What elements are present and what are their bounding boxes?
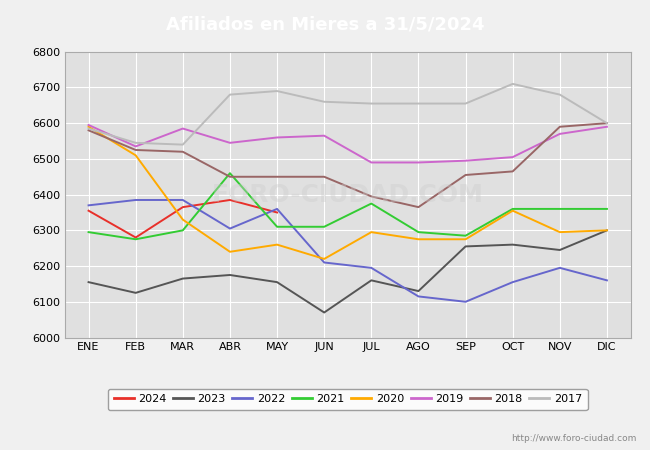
Text: FORO-CIUDAD.COM: FORO-CIUDAD.COM xyxy=(212,183,484,207)
Text: Afiliados en Mieres a 31/5/2024: Afiliados en Mieres a 31/5/2024 xyxy=(166,16,484,34)
Legend: 2024, 2023, 2022, 2021, 2020, 2019, 2018, 2017: 2024, 2023, 2022, 2021, 2020, 2019, 2018… xyxy=(108,389,588,410)
Text: http://www.foro-ciudad.com: http://www.foro-ciudad.com xyxy=(512,434,637,443)
